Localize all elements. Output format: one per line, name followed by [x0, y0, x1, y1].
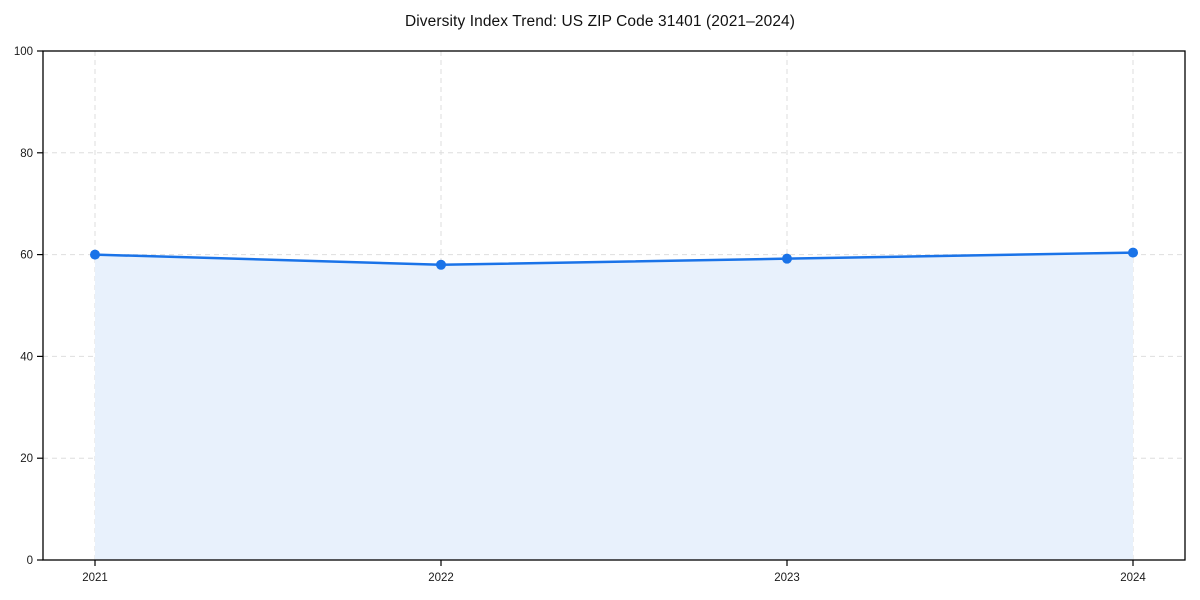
data-point-2023 [782, 253, 792, 264]
y-axis-tick-label-100: 100 [14, 46, 33, 58]
y-axis-tick-label-20: 20 [20, 453, 33, 465]
y-axis-tick-label-40: 40 [20, 351, 33, 363]
area-fill [95, 252, 1133, 560]
data-point-2022 [436, 259, 446, 270]
y-axis-tick-label-0: 0 [27, 555, 33, 567]
plot-border [42, 50, 1186, 561]
y-axis-tick-label-80: 80 [20, 148, 33, 160]
data-point-2024 [1128, 247, 1138, 258]
chart-title: Diversity Index Trend: US ZIP Code 31401… [404, 13, 796, 30]
data-point-2021 [90, 249, 100, 260]
x-axis-tick-label-2023: 2023 [774, 572, 800, 584]
x-axis-tick-label-2021: 2021 [82, 572, 108, 584]
x-axis-tick-label-2024: 2024 [1120, 572, 1146, 584]
trend-line [93, 251, 1135, 267]
x-axis-tick-label-2022: 2022 [428, 572, 454, 584]
y-axis-tick-label-60: 60 [20, 250, 33, 262]
